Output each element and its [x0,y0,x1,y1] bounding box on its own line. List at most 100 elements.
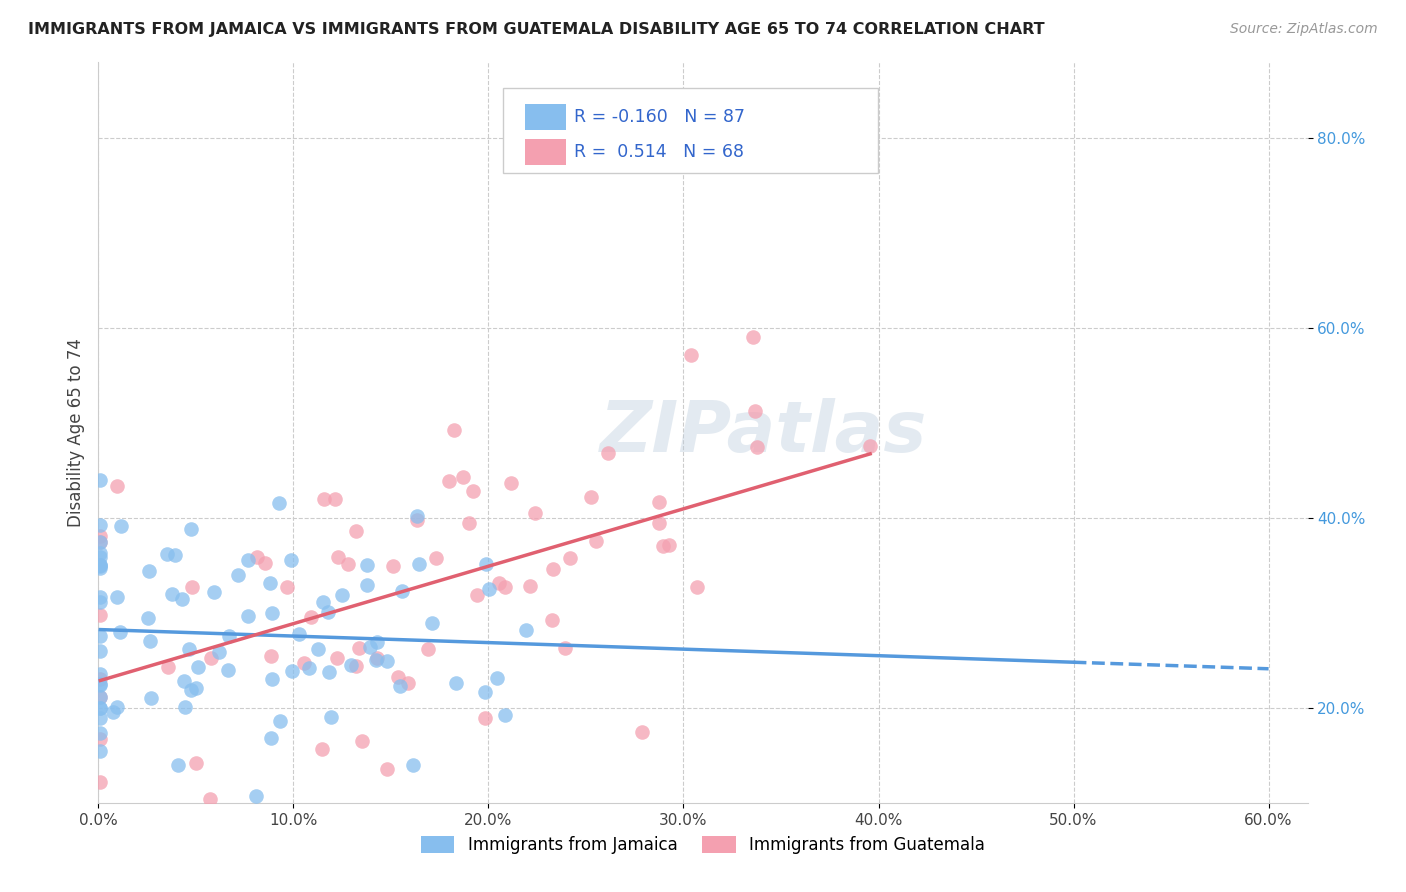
Point [585,533,607,548]
Point [319,710,342,724]
Point [391,584,413,599]
Point [89,775,111,789]
Point [262,606,284,620]
Point [350,734,373,748]
Point [260,672,283,686]
Point [364,652,387,666]
Point [89,677,111,691]
Point [494,580,516,594]
Point [515,623,537,637]
Point [326,549,349,564]
Point [254,557,277,571]
Point [475,557,498,571]
Point [170,591,193,606]
Point [163,548,186,562]
Point [184,756,207,770]
Point [648,495,671,509]
Point [177,642,200,657]
Point [173,674,195,689]
Point [89,559,111,574]
Point [208,645,231,659]
Point [519,579,541,593]
Point [89,667,111,681]
Point [444,676,467,690]
Point [105,590,128,604]
Point [259,648,281,663]
Point [245,789,267,803]
Point [236,553,259,567]
Point [859,439,882,453]
Point [686,580,709,594]
Point [318,665,340,679]
Point [366,635,388,649]
Point [218,629,240,643]
Point [138,564,160,578]
Point [598,445,620,459]
Point [89,732,111,747]
Point [465,588,488,602]
Text: ZIPatlas: ZIPatlas [600,398,927,467]
Point [89,590,111,604]
Point [110,518,132,533]
Point [318,605,340,619]
Point [425,550,447,565]
Point [326,650,349,665]
Point [488,575,510,590]
Point [202,584,225,599]
Point [269,714,291,728]
Point [187,660,209,674]
Point [226,568,249,582]
Point [89,549,111,564]
Point [301,610,323,624]
Point [156,547,179,561]
Point [323,491,346,506]
Point [259,731,281,745]
Point [418,641,440,656]
Point [359,640,381,654]
Point [281,814,304,829]
Point [356,558,378,572]
Point [478,582,501,597]
Point [105,699,128,714]
Point [101,706,124,720]
Point [89,700,111,714]
Point [344,659,367,673]
Point [89,561,111,575]
Point [579,490,602,504]
FancyBboxPatch shape [526,104,567,129]
Point [200,792,222,806]
FancyBboxPatch shape [526,139,567,165]
Text: R = -0.160   N = 87: R = -0.160 N = 87 [574,108,745,126]
Point [307,642,329,657]
Point [420,616,443,631]
Point [744,403,766,417]
Point [89,744,111,758]
Point [474,711,496,725]
Point [217,663,239,677]
Point [89,558,111,572]
Point [336,558,359,572]
Point [184,681,207,695]
Point [267,496,290,510]
Point [89,711,111,725]
Point [375,654,398,668]
Text: R =  0.514   N = 68: R = 0.514 N = 68 [574,143,744,161]
Point [200,651,222,665]
Point [554,641,576,656]
Point [89,558,111,572]
Point [89,518,111,533]
Point [658,539,681,553]
Point [105,479,128,493]
Point [541,613,564,627]
Point [366,651,388,665]
Point [173,700,195,714]
Point [89,690,111,704]
Point [281,664,304,678]
Point [139,634,162,648]
Point [443,423,465,437]
Point [89,629,111,643]
Point [108,624,131,639]
Point [180,682,202,697]
Point [541,562,564,576]
Point [558,550,581,565]
